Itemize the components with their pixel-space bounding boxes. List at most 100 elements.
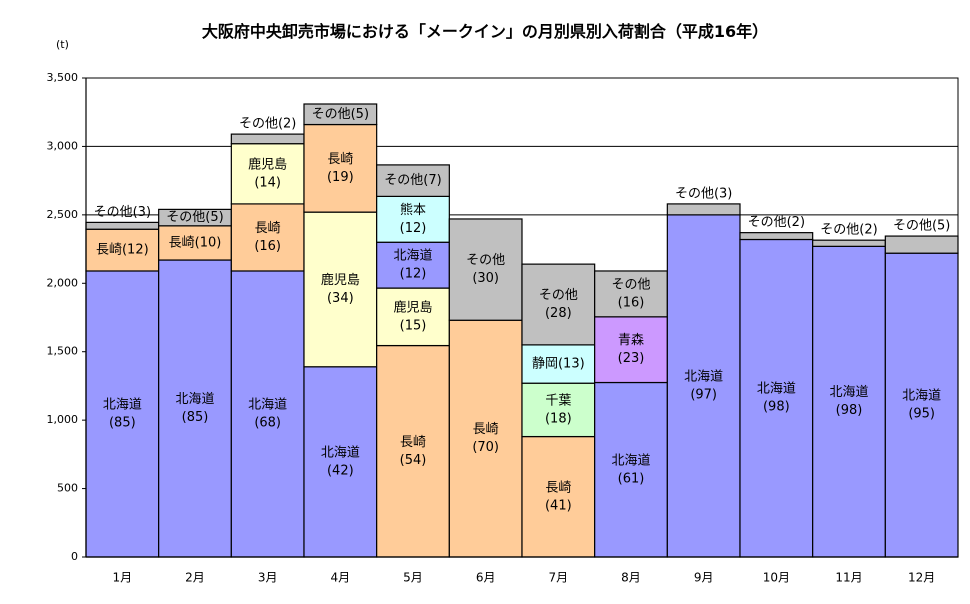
segment-percent: (85) — [182, 410, 209, 425]
bar-segment — [376, 287, 450, 347]
bar-segment — [594, 381, 668, 558]
bar-segment — [230, 270, 305, 558]
segment-label: 千葉 — [545, 393, 571, 408]
segment-percent: (41) — [545, 498, 572, 513]
segment-label: その他(3) — [675, 186, 732, 201]
bar-segment — [812, 245, 886, 558]
segment-label: 北海道 — [175, 392, 214, 407]
segment-label: 北海道 — [321, 445, 360, 460]
y-tick-label: 2,500 — [47, 208, 79, 221]
bar-segment — [666, 214, 741, 558]
segment-label: 鹿児島 — [321, 272, 360, 288]
bar-segment — [594, 316, 668, 384]
bar-segment — [521, 344, 596, 384]
segment-label: 鹿児島 — [393, 299, 432, 315]
bar-segment — [230, 143, 305, 205]
segment-percent: (23) — [618, 351, 645, 366]
x-tick-label: 12月 — [908, 571, 935, 585]
y-axis-unit: (t) — [56, 38, 69, 51]
bar-segment — [230, 203, 305, 272]
bar-segment — [739, 232, 814, 241]
segment-label: 北海道 — [611, 453, 650, 468]
bar-segment — [230, 133, 305, 145]
segment-label: 長崎 — [473, 422, 499, 437]
bar-segment — [376, 241, 450, 289]
bar-segment — [85, 221, 160, 230]
segment-label: その他 — [466, 253, 505, 268]
segment-label: その他(3) — [94, 205, 151, 220]
x-tick-label: 4月 — [331, 571, 351, 585]
segment-label: 北海道 — [103, 397, 142, 412]
y-tick-label: 3,000 — [47, 139, 79, 152]
segment-label: 長崎(10) — [169, 235, 222, 250]
bar-segment — [448, 218, 523, 321]
segment-label: 静岡(13) — [532, 357, 585, 372]
bar-segment — [448, 319, 523, 558]
segment-percent: (34) — [327, 291, 354, 306]
x-tick-label: 11月 — [835, 571, 862, 585]
segment-label: 熊本 — [400, 202, 426, 218]
segment-percent: (68) — [254, 415, 281, 430]
segment-label: 長崎 — [400, 435, 426, 450]
segment-percent: (16) — [254, 239, 281, 254]
segment-percent: (42) — [327, 463, 354, 478]
segment-percent: (30) — [472, 271, 499, 286]
segment-label: 鹿児島 — [248, 156, 287, 172]
y-tick-label: 3,500 — [47, 71, 79, 84]
segment-label: 北海道 — [684, 369, 723, 384]
segment-label: 北海道 — [393, 249, 432, 264]
bar-segment — [85, 270, 160, 558]
x-tick-label: 1月 — [113, 571, 133, 585]
x-tick-label: 5月 — [403, 571, 423, 585]
segment-label: その他 — [539, 288, 578, 303]
bar-segment — [376, 164, 450, 197]
segment-label: 長崎 — [327, 152, 353, 167]
bar-segment — [884, 235, 959, 254]
segment-label: 北海道 — [248, 397, 287, 412]
segment-label: 北海道 — [829, 385, 868, 400]
bar-segment — [739, 238, 814, 558]
segment-percent: (97) — [690, 387, 717, 402]
segment-label: 北海道 — [902, 389, 941, 404]
segment-label: 青森 — [618, 333, 644, 348]
bar-segment — [376, 344, 450, 558]
segment-label: 長崎(12) — [96, 243, 149, 258]
segment-label: その他(2) — [820, 223, 877, 238]
segment-label: その他 — [611, 277, 650, 292]
bar-segment — [521, 435, 596, 558]
bar-segment — [521, 263, 596, 346]
bar-segment — [303, 366, 378, 558]
x-tick-label: 7月 — [549, 571, 569, 585]
bar-segment — [812, 239, 886, 247]
segment-percent: (19) — [327, 170, 354, 185]
bar-segment — [303, 123, 378, 213]
y-tick-label: 500 — [57, 482, 78, 495]
segment-label: 北海道 — [757, 382, 796, 397]
bar-segment — [303, 103, 378, 126]
x-tick-label: 10月 — [763, 571, 790, 585]
segment-percent: (61) — [618, 471, 645, 486]
x-tick-label: 6月 — [476, 571, 496, 585]
y-tick-label: 1,000 — [47, 413, 79, 426]
bar-segment — [594, 270, 668, 318]
x-tick-label: 8月 — [621, 571, 641, 585]
segment-label: その他(2) — [239, 117, 296, 132]
segment-percent: (28) — [545, 306, 572, 321]
segment-percent: (18) — [545, 411, 572, 426]
segment-label: その他(2) — [748, 215, 805, 230]
x-tick-label: 2月 — [185, 571, 205, 585]
bar-segment — [158, 259, 232, 558]
x-tick-label: 3月 — [258, 571, 278, 585]
segment-percent: (85) — [109, 415, 136, 430]
y-tick-label: 0 — [71, 550, 78, 563]
bar-segment — [303, 211, 378, 368]
segment-percent: (98) — [836, 403, 863, 418]
segment-percent: (98) — [763, 400, 790, 415]
segment-percent: (95) — [908, 407, 935, 422]
segment-label: その他(5) — [312, 107, 369, 122]
segment-percent: (12) — [400, 267, 427, 282]
segment-percent: (12) — [400, 221, 427, 236]
y-tick-label: 2,000 — [47, 276, 79, 289]
bar-segment — [521, 382, 596, 438]
